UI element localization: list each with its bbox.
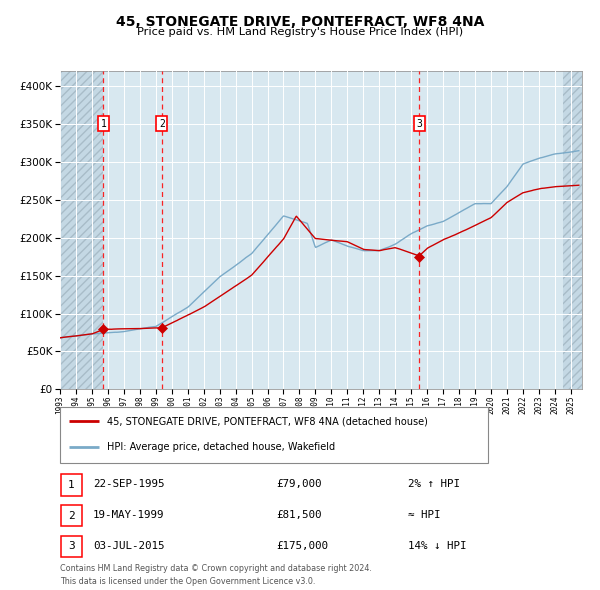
Text: 3: 3 xyxy=(68,542,75,551)
Text: 45, STONEGATE DRIVE, PONTEFRACT, WF8 4NA: 45, STONEGATE DRIVE, PONTEFRACT, WF8 4NA xyxy=(116,15,484,29)
Text: HPI: Average price, detached house, Wakefield: HPI: Average price, detached house, Wake… xyxy=(107,442,335,453)
Text: 19-MAY-1999: 19-MAY-1999 xyxy=(93,510,164,520)
Text: 1: 1 xyxy=(68,480,75,490)
Text: £79,000: £79,000 xyxy=(276,480,322,489)
Bar xyxy=(563,71,582,389)
Text: 2% ↑ HPI: 2% ↑ HPI xyxy=(408,480,460,489)
Text: ≈ HPI: ≈ HPI xyxy=(408,510,440,520)
Text: This data is licensed under the Open Government Licence v3.0.: This data is licensed under the Open Gov… xyxy=(60,577,316,586)
Text: Price paid vs. HM Land Registry's House Price Index (HPI): Price paid vs. HM Land Registry's House … xyxy=(137,27,463,37)
Text: £81,500: £81,500 xyxy=(276,510,322,520)
Text: 3: 3 xyxy=(416,119,422,129)
Text: 2: 2 xyxy=(159,119,165,129)
Text: 45, STONEGATE DRIVE, PONTEFRACT, WF8 4NA (detached house): 45, STONEGATE DRIVE, PONTEFRACT, WF8 4NA… xyxy=(107,416,428,426)
Bar xyxy=(563,71,582,389)
Text: 03-JUL-2015: 03-JUL-2015 xyxy=(93,541,164,550)
Text: 14% ↓ HPI: 14% ↓ HPI xyxy=(408,541,467,550)
Text: 22-SEP-1995: 22-SEP-1995 xyxy=(93,480,164,489)
Text: 2: 2 xyxy=(68,511,75,520)
Text: £175,000: £175,000 xyxy=(276,541,328,550)
Bar xyxy=(60,71,103,389)
Text: 1: 1 xyxy=(100,119,106,129)
Text: Contains HM Land Registry data © Crown copyright and database right 2024.: Contains HM Land Registry data © Crown c… xyxy=(60,564,372,573)
Bar xyxy=(60,71,103,389)
